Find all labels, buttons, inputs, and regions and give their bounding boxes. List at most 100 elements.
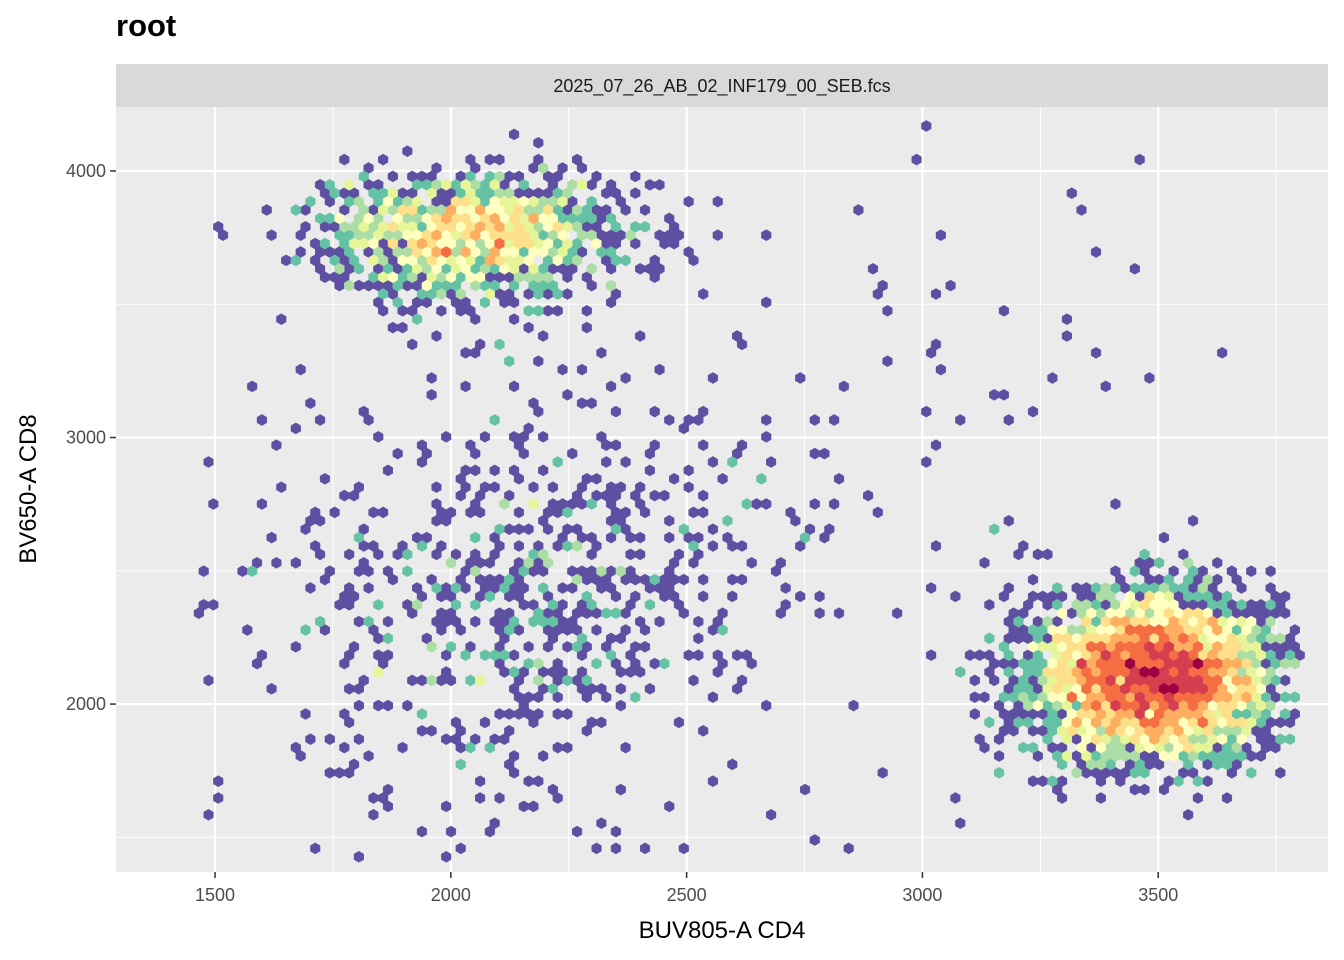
hex-bin: [770, 565, 782, 578]
hex-bin: [1163, 640, 1174, 653]
hex-bin: [470, 565, 481, 578]
hex-bin: [353, 682, 364, 695]
hex-bin: [756, 472, 767, 485]
hex-bin: [926, 346, 937, 359]
hex-bin: [271, 439, 282, 452]
hex-bin: [470, 531, 481, 544]
hex-bin: [732, 330, 743, 342]
hex-bin: [494, 237, 505, 250]
hex-bin: [1134, 153, 1145, 166]
hex-bin: [572, 204, 583, 216]
hex-bin: [378, 153, 389, 166]
hex-bin: [441, 800, 452, 813]
hex-bin: [1086, 640, 1097, 653]
hex-bin: [761, 699, 772, 712]
hex-bin: [334, 598, 345, 611]
hex-bin: [1231, 657, 1242, 670]
hex-bin: [863, 489, 874, 502]
hex-bin: [1100, 582, 1111, 594]
hex-bin: [509, 380, 520, 393]
hex-bin: [1124, 657, 1136, 670]
hex-bin: [523, 254, 534, 267]
hex-bin: [601, 187, 612, 200]
hex-bin: [795, 590, 806, 603]
hex-bin: [673, 598, 685, 611]
hex-bin: [576, 363, 588, 376]
hex-bin: [596, 565, 607, 578]
hex-bin: [412, 313, 423, 326]
hex-bin: [610, 254, 621, 267]
hex-bin: [635, 262, 646, 275]
hex-bin: [678, 523, 689, 536]
hex-bin: [1110, 565, 1121, 578]
hex-bin: [387, 237, 398, 250]
hex-bin: [363, 750, 374, 762]
hex-bin: [1226, 716, 1237, 729]
hex-bin: [639, 842, 651, 855]
hex-bin: [542, 204, 554, 216]
hex-bin: [470, 615, 481, 628]
hex-bin: [450, 582, 461, 594]
hex-bin: [562, 708, 573, 720]
hex-bin: [441, 430, 452, 443]
hex-bin: [300, 708, 311, 720]
hex-bin: [533, 775, 544, 788]
hex-bin: [644, 598, 655, 611]
hex-bin: [305, 733, 316, 746]
hex-bin: [271, 556, 282, 569]
hex-bin: [814, 590, 825, 603]
hex-bin: [1027, 405, 1039, 418]
hex-bin: [1192, 640, 1203, 653]
hex-bin: [533, 304, 544, 317]
hex-bin: [673, 229, 685, 242]
hex-bin: [339, 153, 350, 166]
hex-bin: [707, 456, 718, 468]
hex-bin: [809, 834, 820, 846]
hex-bin: [329, 506, 340, 519]
hex-bin: [305, 582, 316, 594]
hex-bin: [513, 540, 524, 552]
hex-bin: [610, 825, 621, 838]
hex-bin: [445, 674, 457, 687]
hex-bin: [572, 607, 583, 620]
hex-bin: [392, 447, 403, 460]
hex-bin: [1154, 556, 1165, 569]
hex-bin: [363, 212, 374, 225]
hex-bin: [547, 498, 558, 510]
hex-bin: [1144, 640, 1155, 653]
hex-bin: [465, 506, 476, 519]
hex-bin: [969, 708, 980, 720]
hex-bin: [538, 750, 549, 762]
hex-bin: [261, 204, 272, 216]
hex-bin: [421, 279, 432, 292]
hex-bin: [1265, 615, 1276, 628]
hex-bin: [353, 531, 364, 544]
hex-bin: [353, 195, 364, 208]
hex-bin: [1003, 582, 1014, 594]
hex-bin: [1265, 565, 1276, 578]
hex-bin: [601, 607, 612, 620]
hex-bin: [630, 590, 641, 603]
hex-bin: [504, 573, 515, 586]
hex-bin: [664, 800, 675, 813]
facet-strip-label: 2025_07_26_AB_02_INF179_00_SEB.fcs: [553, 76, 890, 97]
hex-bin: [348, 237, 360, 250]
hex-bin: [479, 430, 491, 443]
hex-bin: [659, 657, 670, 670]
hex-bin: [441, 733, 452, 746]
hex-bin: [552, 254, 563, 267]
hex-bin: [1110, 716, 1121, 729]
hex-bin: [1183, 556, 1194, 569]
hex-bin: [363, 615, 374, 628]
hex-bin: [378, 304, 389, 317]
hex-bin: [208, 498, 219, 510]
hex-bin: [877, 279, 888, 292]
hex-bin: [1013, 548, 1024, 561]
hex-bin: [300, 624, 311, 636]
hex-bin: [295, 363, 306, 376]
hex-bin: [557, 363, 568, 376]
hex-bin: [538, 430, 549, 443]
hex-bin: [1090, 699, 1102, 712]
hex-bin: [518, 699, 529, 712]
hex-bin: [654, 178, 665, 191]
